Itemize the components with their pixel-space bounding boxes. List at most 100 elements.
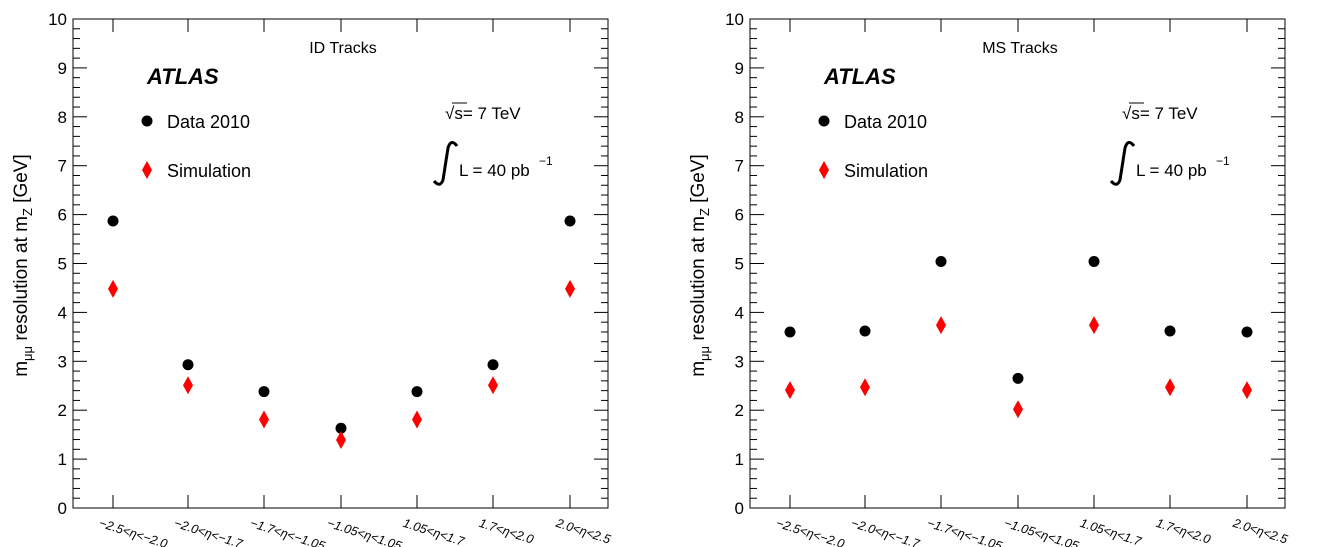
y-axis-title-ylabel-sub: μμ — [20, 346, 35, 361]
simulation-point-1-3 — [336, 431, 346, 450]
y-tick-label: 1 — [735, 450, 744, 469]
x-category-label: −2.5<η<−2.0 — [97, 516, 169, 547]
y-tick-label: 8 — [735, 108, 744, 127]
panel-label: ID Tracks — [309, 40, 377, 57]
y-tick-label: 8 — [58, 108, 67, 127]
y-tick-label: 9 — [735, 59, 744, 78]
x-category-label: −1.05<η<1.05 — [1002, 516, 1080, 547]
chart-panel-2: 0 1 2 3 4 5 6 7 8 9 10 −2.5<η<−2.0 −2.0<η<−1.7 −1.7<η… — [688, 10, 1289, 547]
y-axis-title-ylabel-main: m — [688, 361, 709, 377]
y-tick-label: 2 — [58, 401, 67, 420]
legend-label-simulation: Simulation — [844, 161, 928, 181]
y-axis-title-ylabel-main: m — [11, 361, 32, 377]
y-tick-label: 5 — [58, 255, 67, 274]
lumi-label: L = 40 pb — [1136, 161, 1207, 180]
integral-sign — [1109, 141, 1136, 186]
data-point-0-0 — [784, 326, 796, 338]
legend-label-simulation: Simulation — [167, 161, 251, 181]
x-category-label: 1.05<η<1.7 — [1078, 516, 1143, 547]
x-category-label: 1.7<η<2.0 — [477, 516, 535, 547]
y-tick-label: 4 — [58, 303, 67, 322]
data-point-0-3 — [1012, 372, 1024, 384]
simulation-point-1-4 — [1089, 316, 1099, 335]
legend: Data 2010 Simulation — [818, 112, 928, 181]
y-axis-title-ylabel-rest: resolution at m — [688, 216, 709, 346]
x-category-label: 1.7<η<2.0 — [1154, 516, 1212, 547]
simulation-point-1-5 — [1165, 378, 1175, 397]
x-category-label: −1.05<η<1.05 — [325, 516, 403, 547]
y-tick-label: 9 — [58, 59, 67, 78]
legend-marker-data — [818, 115, 830, 127]
y-tick-label: 10 — [725, 10, 744, 29]
legend-marker-simulation — [142, 161, 152, 179]
y-axis-title-ylabel-sub2: Z — [697, 208, 712, 216]
plot-frame — [749, 18, 1286, 509]
y-axis-title-ylabel-unit: [GeV] — [11, 154, 32, 208]
simulation-point-1-0 — [785, 381, 795, 400]
y-tick-label: 6 — [58, 206, 67, 225]
data-point-0-4 — [411, 386, 423, 398]
legend-label-data: Data 2010 — [844, 112, 927, 132]
legend-label-data: Data 2010 — [167, 112, 250, 132]
experiment-label: ATLAS — [823, 64, 896, 89]
y-tick-label: 0 — [58, 499, 67, 518]
data-point-0-6 — [1241, 326, 1253, 338]
data-point-0-5 — [487, 359, 499, 371]
y-axis-title-ylabel-unit: [GeV] — [688, 154, 709, 208]
data-point-0-4 — [1088, 256, 1100, 268]
chart-panel-1: 0 1 2 3 4 5 6 7 8 9 10 −2.5<η<−2.0 −2.0<η<−1.7 −1.7<η… — [11, 10, 612, 547]
simulation-point-1-6 — [1242, 381, 1252, 400]
y-tick-label: 10 — [48, 10, 67, 29]
y-axis-title-ylabel-sub2: Z — [20, 208, 35, 216]
y-axis-title-ylabel-rest: resolution at m — [11, 216, 32, 346]
y-tick-label: 3 — [735, 352, 744, 371]
y-tick-label: 7 — [58, 157, 67, 176]
simulation-point-1-1 — [860, 378, 870, 397]
simulation-point-1-2 — [259, 410, 269, 429]
data-point-0-1 — [859, 325, 871, 337]
panel-label: MS Tracks — [982, 40, 1058, 57]
y-axis-title: mμμ resolution at mZ [GeV] — [11, 154, 35, 377]
y-tick-label: 2 — [735, 401, 744, 420]
legend-marker-simulation — [819, 161, 829, 179]
simulation-point-1-5 — [488, 376, 498, 395]
simulation-point-1-4 — [412, 410, 422, 429]
simulation-point-1-2 — [936, 316, 946, 335]
data-point-0-2 — [935, 256, 947, 268]
data-point-0-3 — [335, 422, 347, 434]
x-category-label: −2.5<η<−2.0 — [774, 516, 846, 547]
y-tick-label: 1 — [58, 450, 67, 469]
lumi-label: L = 40 pb — [459, 161, 530, 180]
legend-marker-data — [141, 115, 153, 127]
y-tick-label: 6 — [735, 206, 744, 225]
data-point-0-5 — [1164, 325, 1176, 337]
y-tick-label: 5 — [735, 255, 744, 274]
x-category-label: −2.0<η<−1.7 — [172, 516, 245, 547]
data-points — [107, 215, 576, 450]
legend: Data 2010 Simulation — [141, 112, 251, 181]
data-point-0-0 — [107, 215, 119, 227]
data-point-0-6 — [564, 215, 576, 227]
experiment-label: ATLAS — [146, 64, 219, 89]
y-tick-label: 7 — [735, 157, 744, 176]
y-tick-label: 0 — [735, 499, 744, 518]
lumi-exponent: −1 — [539, 154, 553, 168]
x-category-label: 1.05<η<1.7 — [401, 516, 466, 547]
lumi-exponent: −1 — [1216, 154, 1230, 168]
x-category-label: 2.0<η<2.5 — [1230, 516, 1289, 547]
energy-label: √s= 7 TeV — [1122, 104, 1198, 123]
y-tick-label: 3 — [58, 352, 67, 371]
simulation-point-1-6 — [565, 279, 575, 298]
x-category-label: −2.0<η<−1.7 — [849, 516, 922, 547]
data-point-0-2 — [258, 386, 270, 398]
simulation-point-1-0 — [108, 279, 118, 298]
energy-label: √s= 7 TeV — [445, 104, 521, 123]
y-axis-title-ylabel-sub: μμ — [697, 346, 712, 361]
y-axis-title: mμμ resolution at mZ [GeV] — [688, 154, 712, 377]
x-category-label: 2.0<η<2.5 — [553, 516, 612, 547]
data-points — [784, 256, 1253, 419]
simulation-point-1-3 — [1013, 400, 1023, 419]
y-tick-label: 4 — [735, 303, 744, 322]
